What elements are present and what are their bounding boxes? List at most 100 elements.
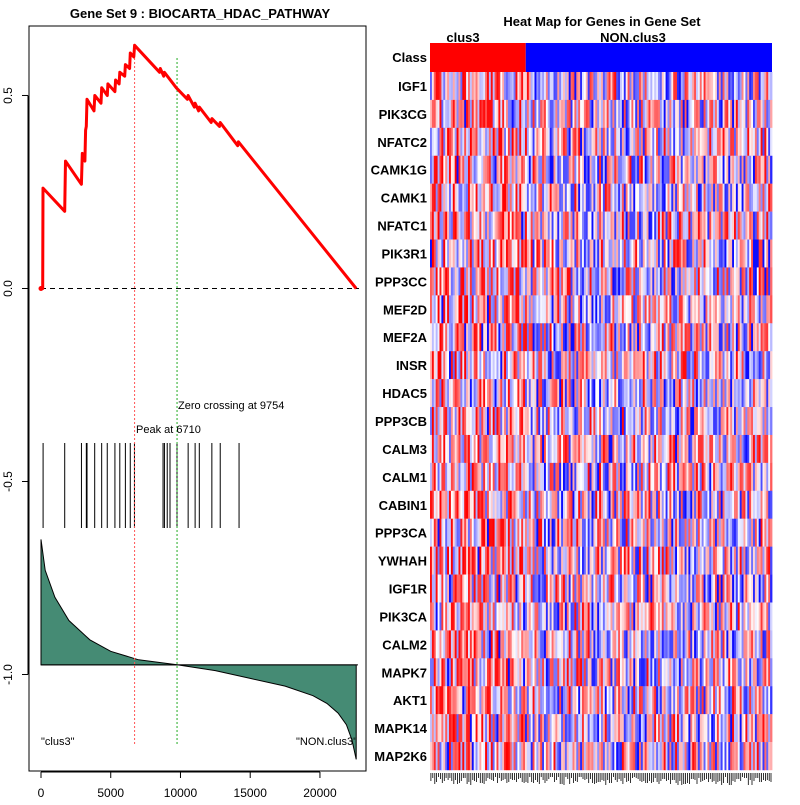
heatmap-cell [692, 630, 695, 659]
heatmap-cell [466, 574, 469, 603]
heatmap-cell [688, 602, 691, 631]
heatmap-cell [544, 574, 547, 603]
heatmap-cell [454, 462, 457, 491]
heatmap-cell [576, 574, 579, 603]
heatmap-cell [587, 742, 590, 771]
heatmap-cell [735, 127, 739, 156]
heatmap-cell [540, 351, 543, 380]
heatmap-cell [441, 323, 444, 352]
heatmap-cell [715, 490, 718, 519]
heatmap-cell [488, 686, 492, 715]
heatmap-cell [595, 183, 598, 212]
heatmap-cell [612, 211, 615, 240]
heatmap-cell [557, 183, 560, 212]
heatmap-cell [745, 434, 748, 464]
heatmap-cell [468, 658, 471, 687]
heatmap-cell [724, 546, 727, 575]
heatmap-cell [485, 379, 488, 408]
heatmap-cell [754, 379, 758, 408]
heatmap-cell [441, 686, 444, 715]
heatmap-cell [464, 574, 467, 603]
heatmap-cell [625, 323, 628, 352]
heatmap-cell [469, 407, 473, 436]
heatmap-cell [667, 295, 670, 324]
heatmap-cell [760, 742, 763, 771]
heatmap-cell [431, 99, 435, 129]
heatmap-cell [730, 518, 733, 547]
heatmap-cell [713, 267, 716, 296]
heatmap-cell [699, 323, 703, 352]
heatmap-cell [756, 742, 760, 771]
heatmap-cell [726, 267, 729, 296]
heatmap-cell [530, 546, 533, 575]
heatmap-cell [511, 407, 514, 436]
heatmap-cell [521, 518, 524, 547]
heatmap-cell [532, 574, 535, 603]
heatmap-cell [709, 434, 712, 464]
heatmap-cell [673, 379, 676, 408]
heatmap-cell [631, 295, 634, 324]
heatmap-cell [770, 546, 773, 575]
heatmap-cell [563, 462, 566, 491]
heatmap-cell [583, 742, 587, 771]
heatmap-cell [479, 323, 482, 352]
heatmap-cell [697, 742, 701, 771]
heatmap-cell [659, 630, 663, 659]
heatmap-cell [568, 658, 571, 687]
heatmap-cell [684, 742, 687, 771]
heatmap-cell [650, 211, 653, 240]
heatmap-cell [726, 239, 729, 268]
heatmap-cell [553, 518, 556, 547]
heatmap-cell [511, 630, 514, 659]
heatmap-cell [659, 546, 663, 575]
heatmap-cell [614, 267, 617, 296]
heatmap-cell [621, 295, 625, 324]
heatmap-cell [595, 630, 598, 659]
heatmap-cell [564, 211, 568, 240]
heatmap-cell [684, 267, 687, 296]
heatmap-cell [585, 686, 589, 715]
heatmap-cell [515, 602, 518, 631]
heatmap-cell [504, 211, 507, 240]
heatmap-cell [621, 239, 625, 268]
heatmap-cell [642, 379, 646, 408]
heatmap-cell [517, 323, 520, 352]
heatmap-cell [511, 211, 514, 240]
enrichment-score-line [41, 43, 358, 290]
heatmap-cell [633, 72, 636, 101]
heatmap-cell [677, 351, 680, 380]
heatmap-cell [551, 462, 554, 491]
heatmap-cell [766, 434, 769, 464]
heatmap-cell [618, 295, 621, 324]
heatmap-cell [585, 518, 589, 547]
heatmap-cell [536, 518, 539, 547]
heatmap-cell [633, 323, 636, 352]
heatmap-cell [770, 183, 773, 212]
heatmap-cell [741, 462, 744, 491]
heatmap-cell [515, 239, 518, 268]
heatmap-cell [504, 127, 507, 156]
heatmap-cell [686, 351, 689, 380]
heatmap-cell [435, 630, 438, 659]
heatmap-cell [526, 351, 530, 380]
heatmap-cell [644, 99, 647, 129]
heatmap-cell [753, 434, 756, 464]
heatmap-cell [696, 155, 699, 184]
heatmap-cell [675, 295, 678, 324]
heatmap-cell [686, 267, 689, 296]
heatmap-cell [747, 267, 750, 296]
heatmap-cell [684, 323, 687, 352]
heatmap-cell [492, 490, 495, 519]
heatmap-cell [627, 72, 630, 101]
heatmap-cell [667, 630, 670, 659]
heatmap-cell [582, 127, 585, 156]
heatmap-cell [768, 742, 771, 771]
heatmap-cell [749, 99, 752, 129]
heatmap-cell [530, 658, 533, 687]
heatmap-cell [703, 518, 706, 547]
heatmap-cell [553, 462, 556, 491]
heatmap-cell [665, 546, 668, 575]
heatmap-cell [528, 155, 532, 184]
heatmap-cell [439, 127, 442, 156]
heatmap-cell [559, 239, 562, 268]
